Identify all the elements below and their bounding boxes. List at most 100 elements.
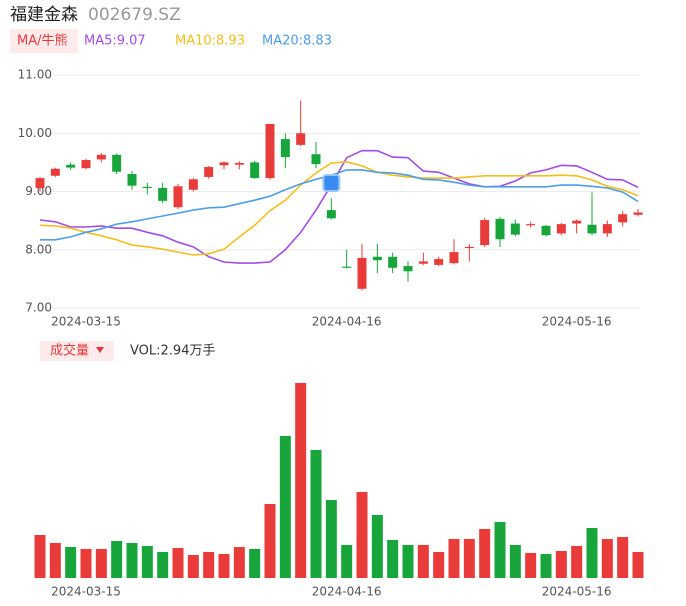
volume-bar [95, 548, 107, 578]
volume-annotation: VOL:2.94万手 [130, 344, 215, 359]
candle-body [35, 178, 45, 189]
candle-body [526, 224, 536, 226]
x-tick-label: 2024-05-16 [542, 315, 612, 329]
volume-bar [34, 534, 46, 578]
y-tick-label: 10.00 [18, 126, 52, 140]
candle-body [127, 174, 137, 186]
volume-bar [617, 537, 629, 578]
candle-body [173, 186, 183, 208]
candle-body [311, 154, 321, 165]
candle-body [495, 218, 505, 240]
stock-name: 福建金森 [10, 5, 78, 25]
volume-bar [371, 514, 383, 578]
volume-bar [49, 542, 61, 578]
legend-entry: MA10:8.93 [175, 34, 245, 49]
candle-body [96, 154, 106, 160]
volume-bar [509, 544, 521, 578]
candle-body [434, 259, 444, 265]
y-tick-label: 7.00 [25, 301, 52, 315]
candle-body [112, 154, 122, 172]
volume-bar [463, 538, 475, 578]
volume-bar [233, 547, 245, 578]
indicator-label[interactable]: MA/牛熊 [17, 33, 68, 49]
x-tick-label: 2024-04-16 [312, 585, 382, 599]
candle-body [602, 224, 612, 234]
volume-bar [555, 551, 567, 578]
x-tick-label: 2024-04-16 [312, 315, 382, 329]
volume-bar [157, 551, 169, 578]
candle-body [464, 246, 474, 249]
volume-bar [448, 538, 460, 578]
candle-body [556, 224, 566, 234]
candle-body [618, 214, 628, 223]
volume-bar [172, 547, 184, 578]
volume-bar [433, 551, 445, 578]
candle-body [587, 224, 597, 234]
volume-bar [218, 554, 230, 578]
legend-entry: MA20:8.83 [262, 34, 332, 49]
volume-bar [356, 491, 368, 578]
volume-bar [571, 545, 583, 578]
ma-line [39, 160, 639, 256]
stock-code: 002679.SZ [88, 5, 181, 25]
candle-body [280, 139, 290, 158]
volume-bar [80, 548, 92, 578]
volume-bar [632, 551, 644, 578]
candle-body [81, 160, 91, 169]
volume-bar [494, 521, 506, 578]
candle-body [418, 261, 428, 264]
y-tick-label: 11.00 [18, 68, 52, 82]
candle-body [388, 256, 398, 268]
indicator-button[interactable] [10, 29, 78, 53]
candle-body [510, 223, 520, 235]
y-tick-label: 8.00 [25, 242, 52, 256]
ma-line [40, 169, 639, 241]
volume-bar [141, 545, 153, 578]
volume-bar [249, 548, 261, 578]
volume-button[interactable] [40, 341, 114, 361]
candle-body [234, 162, 244, 165]
volume-bar [341, 544, 353, 578]
volume-bar [525, 552, 537, 578]
candle-body [572, 220, 582, 224]
x-tick-label: 2024-05-16 [542, 585, 612, 599]
candle-body [403, 266, 413, 272]
candle-body [158, 188, 168, 201]
volume-bar [279, 435, 291, 578]
candle-body [188, 179, 198, 190]
volume-bar [417, 544, 429, 578]
dropdown-arrow[interactable] [96, 347, 104, 353]
candle-body [326, 210, 336, 219]
candle-body [142, 186, 152, 189]
volume-bar [310, 450, 322, 578]
volume-bar [65, 547, 77, 578]
candle-body [50, 168, 60, 176]
volume-bar [126, 542, 138, 578]
candle-body [357, 257, 367, 289]
candle-body [449, 252, 459, 264]
volume-bar [402, 544, 414, 578]
candle-body [480, 220, 490, 246]
volume-bar [203, 551, 215, 578]
marker-badge [322, 174, 341, 192]
candle-body [66, 164, 76, 168]
candle-body [372, 256, 382, 261]
candle-body [296, 133, 306, 145]
candle-body [265, 123, 275, 179]
y-tick-label: 9.00 [25, 184, 52, 198]
volume-bar [586, 527, 598, 578]
x-tick-label: 2024-03-15 [51, 315, 121, 329]
volume-bar [187, 554, 199, 578]
x-tick-label: 2024-03-15 [51, 585, 121, 599]
volume-bar [295, 382, 307, 578]
volume-bar [479, 528, 491, 578]
candle-body [219, 162, 229, 166]
candle-body [633, 212, 643, 215]
volume-bar [325, 500, 337, 578]
legend-entry: MA5:9.07 [84, 34, 146, 49]
ma-line [39, 149, 639, 264]
volume-bar [540, 554, 552, 578]
volume-title[interactable]: 成交量 [50, 343, 89, 359]
volume-bar [264, 504, 276, 578]
